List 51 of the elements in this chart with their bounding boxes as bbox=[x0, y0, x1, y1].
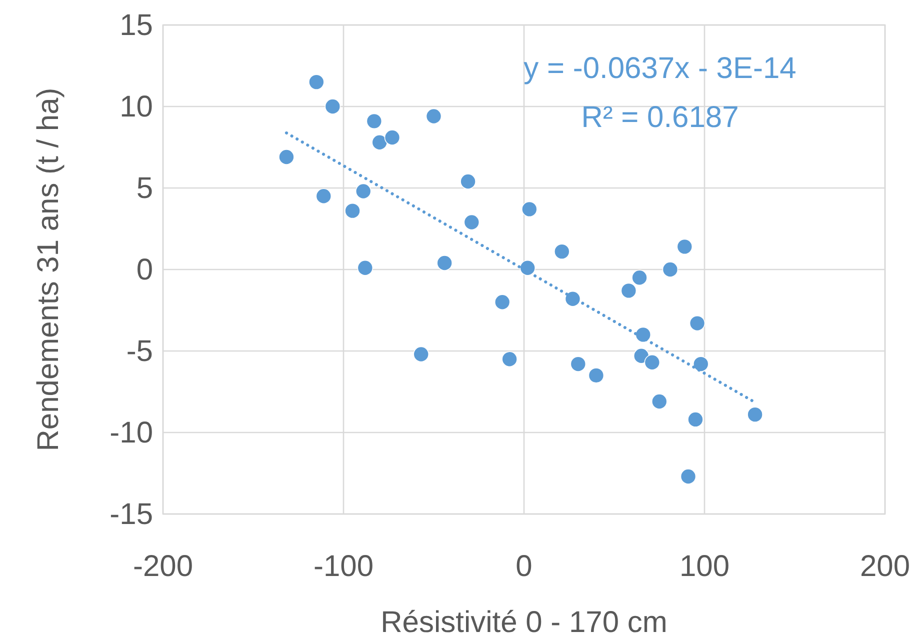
annotation: R² = 0.6187 bbox=[581, 101, 739, 134]
point bbox=[324, 98, 341, 114]
point bbox=[620, 282, 637, 299]
x-tick-label: -100 bbox=[313, 550, 374, 583]
point bbox=[644, 354, 660, 370]
point bbox=[278, 149, 294, 165]
point bbox=[564, 290, 581, 307]
point bbox=[460, 174, 476, 190]
point bbox=[688, 412, 704, 428]
point bbox=[436, 255, 452, 271]
point bbox=[570, 356, 586, 372]
x-tick-label: 0 bbox=[516, 550, 532, 583]
point bbox=[464, 214, 480, 230]
y-tick-label: -10 bbox=[110, 416, 153, 450]
point bbox=[692, 356, 709, 372]
y-tick-label: -5 bbox=[126, 335, 153, 368]
point bbox=[554, 244, 570, 260]
point bbox=[357, 260, 374, 276]
point bbox=[676, 238, 693, 255]
x-tick-label: 200 bbox=[860, 550, 910, 583]
y-tick-label: 10 bbox=[120, 90, 153, 124]
point bbox=[316, 188, 332, 204]
y-tick-label: 5 bbox=[136, 172, 153, 205]
y-tick-label: -15 bbox=[110, 498, 153, 531]
point bbox=[662, 262, 678, 278]
point bbox=[355, 183, 372, 200]
point bbox=[520, 260, 536, 276]
y-tick-label: 0 bbox=[136, 254, 153, 286]
point bbox=[588, 368, 604, 384]
point bbox=[651, 394, 668, 410]
point bbox=[494, 294, 510, 310]
y-tick-label: 15 bbox=[120, 9, 153, 42]
point bbox=[426, 108, 442, 124]
point bbox=[632, 270, 648, 286]
point bbox=[689, 315, 706, 332]
annotation: y = -0.0637x - 3E-14 bbox=[524, 52, 796, 85]
x-tick-label: 100 bbox=[679, 550, 730, 583]
x-axis-title: Résistivité 0 - 170 cm bbox=[380, 606, 668, 639]
point bbox=[502, 351, 518, 368]
point bbox=[635, 326, 652, 343]
point bbox=[522, 201, 538, 218]
point bbox=[366, 113, 382, 130]
point bbox=[384, 130, 400, 146]
point bbox=[680, 468, 696, 484]
point bbox=[344, 202, 360, 219]
y-axis-title: Rendements 31 ans (t / ha) bbox=[32, 88, 65, 452]
point bbox=[413, 346, 430, 362]
point bbox=[308, 74, 324, 90]
x-tick-label: -200 bbox=[132, 550, 194, 583]
point bbox=[372, 134, 388, 150]
point bbox=[747, 406, 763, 422]
